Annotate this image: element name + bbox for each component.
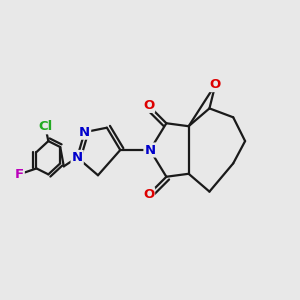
Text: O: O	[143, 188, 154, 201]
Text: Cl: Cl	[38, 120, 52, 133]
Text: N: N	[72, 151, 83, 164]
Text: F: F	[15, 168, 24, 181]
Text: N: N	[79, 126, 90, 139]
Text: N: N	[144, 143, 156, 157]
Text: O: O	[210, 78, 221, 91]
Text: O: O	[143, 99, 154, 112]
